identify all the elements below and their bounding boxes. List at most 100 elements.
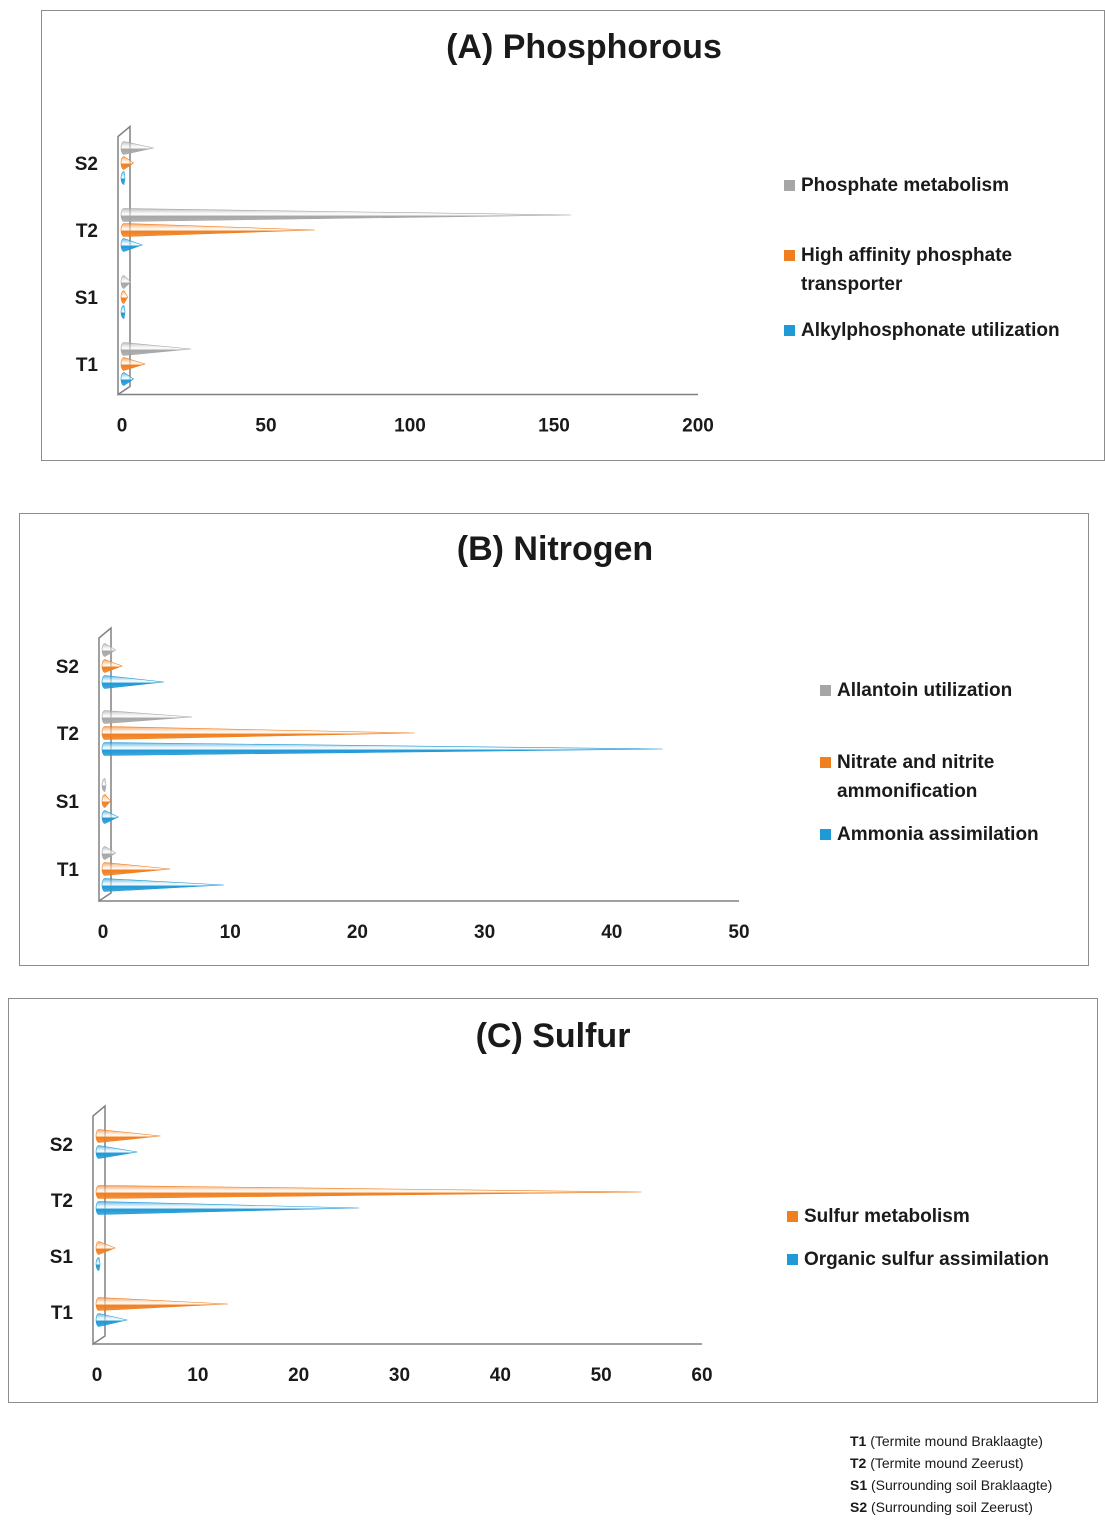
bar-cone	[120, 171, 126, 185]
x-tick-label: 150	[538, 416, 570, 437]
footnote-line: S1 (Surrounding soil Braklaagte)	[850, 1474, 1052, 1496]
x-tick-label: 100	[394, 416, 426, 437]
bar-cone	[101, 675, 165, 689]
legend-label: Organic sulfur assimilation	[804, 1249, 1049, 1270]
y-category-label: S2	[75, 154, 98, 175]
legend-item: Sulfur metabolism	[787, 1202, 1087, 1231]
legend-label: Nitrate and nitrite ammonification	[837, 752, 995, 802]
chart-title: (B) Nitrogen	[457, 530, 653, 568]
legend-item: Allantoin utilization	[820, 676, 1080, 705]
footnote-code: T2	[850, 1455, 867, 1471]
y-category-label: T2	[76, 221, 98, 242]
y-category-label: T1	[51, 1303, 74, 1324]
legend-swatch	[784, 325, 795, 336]
bar-cone	[120, 357, 147, 371]
x-tick-label: 30	[389, 1365, 410, 1386]
x-tick-label: 10	[187, 1365, 208, 1386]
legend-item: Ammonia assimilation	[820, 820, 1080, 849]
bar-cone	[120, 372, 135, 386]
y-category-label: S2	[56, 657, 79, 678]
legend-item: High affinity phosphate transporter	[784, 241, 1084, 299]
x-tick-label: 20	[288, 1365, 309, 1386]
footnote-line: T2 (Termite mound Zeerust)	[850, 1452, 1052, 1474]
x-tick-label: 0	[92, 1365, 103, 1386]
chart-sulfur-plot: (C) Sulfur 0 10 20 30 40 50 60 T1 S1 T2 S2	[50, 1017, 713, 1386]
bar-cone	[120, 275, 132, 289]
bar-cone	[120, 342, 192, 356]
x-tick-label: 40	[601, 922, 622, 943]
site-legend-footnote: T1 (Termite mound Braklaagte) T2 (Termit…	[850, 1430, 1052, 1518]
footnote-desc: (Termite mound Braklaagte)	[866, 1433, 1043, 1449]
legend-swatch	[787, 1211, 798, 1222]
plot-back-wall	[92, 1104, 106, 1346]
legend-swatch	[820, 829, 831, 840]
legend-item: Organic sulfur assimilation	[787, 1245, 1087, 1274]
chart-phosphorous-plot: (A) Phosphorous 0 50 100 150 200 T1 S1 T2 S2	[75, 28, 722, 437]
footnote-code: S2	[850, 1499, 868, 1515]
legend-swatch	[820, 685, 831, 696]
bar-cone	[120, 223, 315, 237]
chart-phosphorous: (A) Phosphorous 0 50 100 150 200 T1 S1 T2 S2 Phos…	[41, 10, 1105, 461]
bar-cone	[95, 1313, 128, 1327]
footnote-code: T1	[850, 1433, 867, 1449]
x-tick-label: 10	[220, 922, 241, 943]
x-tick-label: 40	[490, 1365, 511, 1386]
bar-cone	[101, 710, 193, 724]
legend-item: Nitrate and nitrite ammonification	[820, 748, 1080, 806]
bar-cone	[101, 778, 107, 792]
bar-cone	[101, 862, 171, 876]
x-tick-label: 0	[117, 416, 128, 437]
legend-label: Allantoin utilization	[837, 680, 1013, 701]
x-tick-label: 60	[691, 1365, 712, 1386]
y-category-label: S2	[50, 1135, 73, 1156]
bar-cone	[95, 1201, 360, 1215]
bar-cone	[95, 1185, 642, 1199]
x-tick-label: 30	[474, 922, 495, 943]
bar-cone	[120, 238, 144, 252]
bar-cone	[95, 1129, 161, 1143]
bar-cone	[101, 659, 123, 673]
bar-cone	[120, 141, 154, 155]
y-category-label: T1	[76, 355, 99, 376]
x-tick-label: 50	[591, 1365, 612, 1386]
y-category-label: S1	[50, 1247, 74, 1268]
bar-cone	[120, 156, 135, 170]
bar-cone	[101, 810, 119, 824]
bar-cone	[101, 794, 112, 808]
bar-cone	[95, 1241, 116, 1255]
y-category-label: T2	[51, 1191, 73, 1212]
x-tick-label: 50	[728, 922, 749, 943]
chart-sulfur: (C) Sulfur 0 10 20 30 40 50 60 T1 S1 T2 S2 Sulfur m…	[8, 998, 1098, 1403]
chart-nitrogen: (B) Nitrogen 0 10 20 30 40 50 T1 S1 T2 S2 Allantoi…	[19, 513, 1089, 966]
plot-back-wall	[98, 626, 112, 903]
bar-cone	[120, 290, 129, 304]
legend-label: Phosphate metabolism	[801, 175, 1009, 196]
legend-swatch	[820, 757, 831, 768]
plot-back-wall	[117, 124, 131, 396]
y-category-label: T1	[57, 860, 80, 881]
bar-cone	[101, 643, 117, 657]
y-category-label: T2	[57, 724, 79, 745]
bar-cone	[95, 1145, 138, 1159]
legend-swatch	[784, 180, 795, 191]
legend-label: Alkylphosphonate utilization	[801, 320, 1060, 341]
legend-item: Phosphate metabolism	[784, 171, 1084, 200]
chart-title: (A) Phosphorous	[446, 28, 722, 66]
bar-cone	[120, 305, 126, 319]
bar-cone	[101, 726, 415, 740]
bar-cone	[95, 1297, 229, 1311]
x-tick-label: 50	[255, 416, 276, 437]
y-category-label: S1	[75, 288, 99, 309]
legend-swatch	[784, 250, 795, 261]
chart-nitrogen-plot: (B) Nitrogen 0 10 20 30 40 50 T1 S1 T2 S2	[56, 530, 750, 943]
legend-item: Alkylphosphonate utilization	[784, 316, 1084, 345]
bar-cone	[120, 208, 572, 222]
footnote-line: S2 (Surrounding soil Zeerust)	[850, 1496, 1052, 1518]
footnote-desc: (Surrounding soil Zeerust)	[867, 1499, 1033, 1515]
footnote-code: S1	[850, 1477, 868, 1493]
y-category-label: S1	[56, 792, 80, 813]
chart-title: (C) Sulfur	[476, 1017, 631, 1055]
footnote-desc: (Surrounding soil Braklaagte)	[867, 1477, 1053, 1493]
x-tick-label: 200	[682, 416, 714, 437]
legend-label: High affinity phosphate transporter	[801, 245, 1013, 295]
